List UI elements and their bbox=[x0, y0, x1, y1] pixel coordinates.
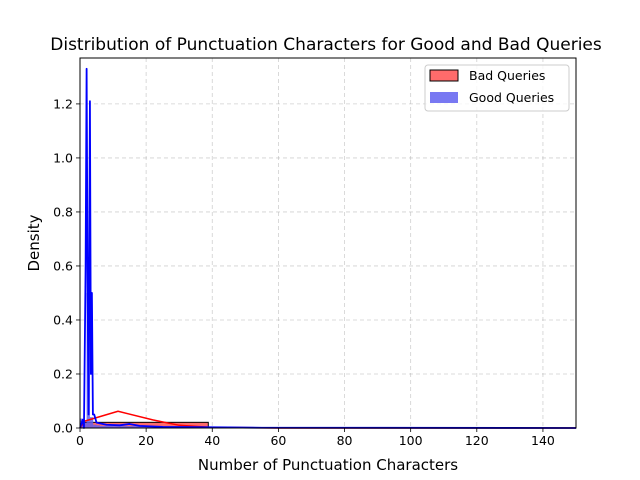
bar-good-queries bbox=[93, 424, 97, 428]
kde-line-good-queries bbox=[79, 67, 577, 429]
y-tick-label: 0.2 bbox=[53, 366, 73, 381]
bars-layer bbox=[79, 292, 262, 429]
bar-good-queries bbox=[83, 422, 87, 428]
x-tick-label: 100 bbox=[399, 433, 423, 448]
chart-title: Distribution of Punctuation Characters f… bbox=[50, 35, 602, 55]
bar-good-queries bbox=[89, 417, 94, 428]
x-axis-label: Number of Punctuation Characters bbox=[198, 456, 458, 474]
y-tick-label: 0.4 bbox=[53, 312, 73, 327]
bar-good-queries bbox=[99, 425, 114, 428]
y-tick-label: 0.6 bbox=[53, 258, 73, 273]
x-tick-label: 40 bbox=[204, 433, 220, 448]
legend: Bad Queries Good Queries bbox=[424, 64, 570, 112]
plot-frame bbox=[79, 57, 577, 429]
x-tick-label: 80 bbox=[337, 433, 353, 448]
grid-layer bbox=[79, 58, 576, 429]
y-tick-label: 1.2 bbox=[53, 96, 73, 111]
legend-swatch-bad-queries bbox=[429, 69, 459, 82]
x-tick-label: 60 bbox=[270, 433, 286, 448]
y-axis-label: Density bbox=[25, 214, 43, 271]
legend-label-bad-queries: Bad Queries bbox=[469, 68, 545, 83]
y-tick-label: 0.0 bbox=[53, 421, 73, 436]
legend-swatch-good-queries bbox=[430, 92, 458, 103]
x-tick-label: 20 bbox=[138, 433, 154, 448]
x-tick-label: 140 bbox=[531, 433, 555, 448]
x-tick-label: 120 bbox=[465, 433, 489, 448]
legend-box bbox=[424, 64, 570, 112]
x-tick-label: 0 bbox=[76, 433, 84, 448]
bar-good-queries bbox=[113, 426, 147, 428]
bar-good-queries bbox=[96, 425, 100, 428]
y-tick-label: 1.0 bbox=[53, 150, 73, 165]
y-tick-label: 0.8 bbox=[53, 204, 73, 219]
ticks-layer: 0 20 40 60 80 100 120 140 0.0 0.2 0.4 0.6 0.8 1.0 1.2 bbox=[53, 96, 555, 448]
legend-label-good-queries: Good Queries bbox=[469, 90, 554, 105]
